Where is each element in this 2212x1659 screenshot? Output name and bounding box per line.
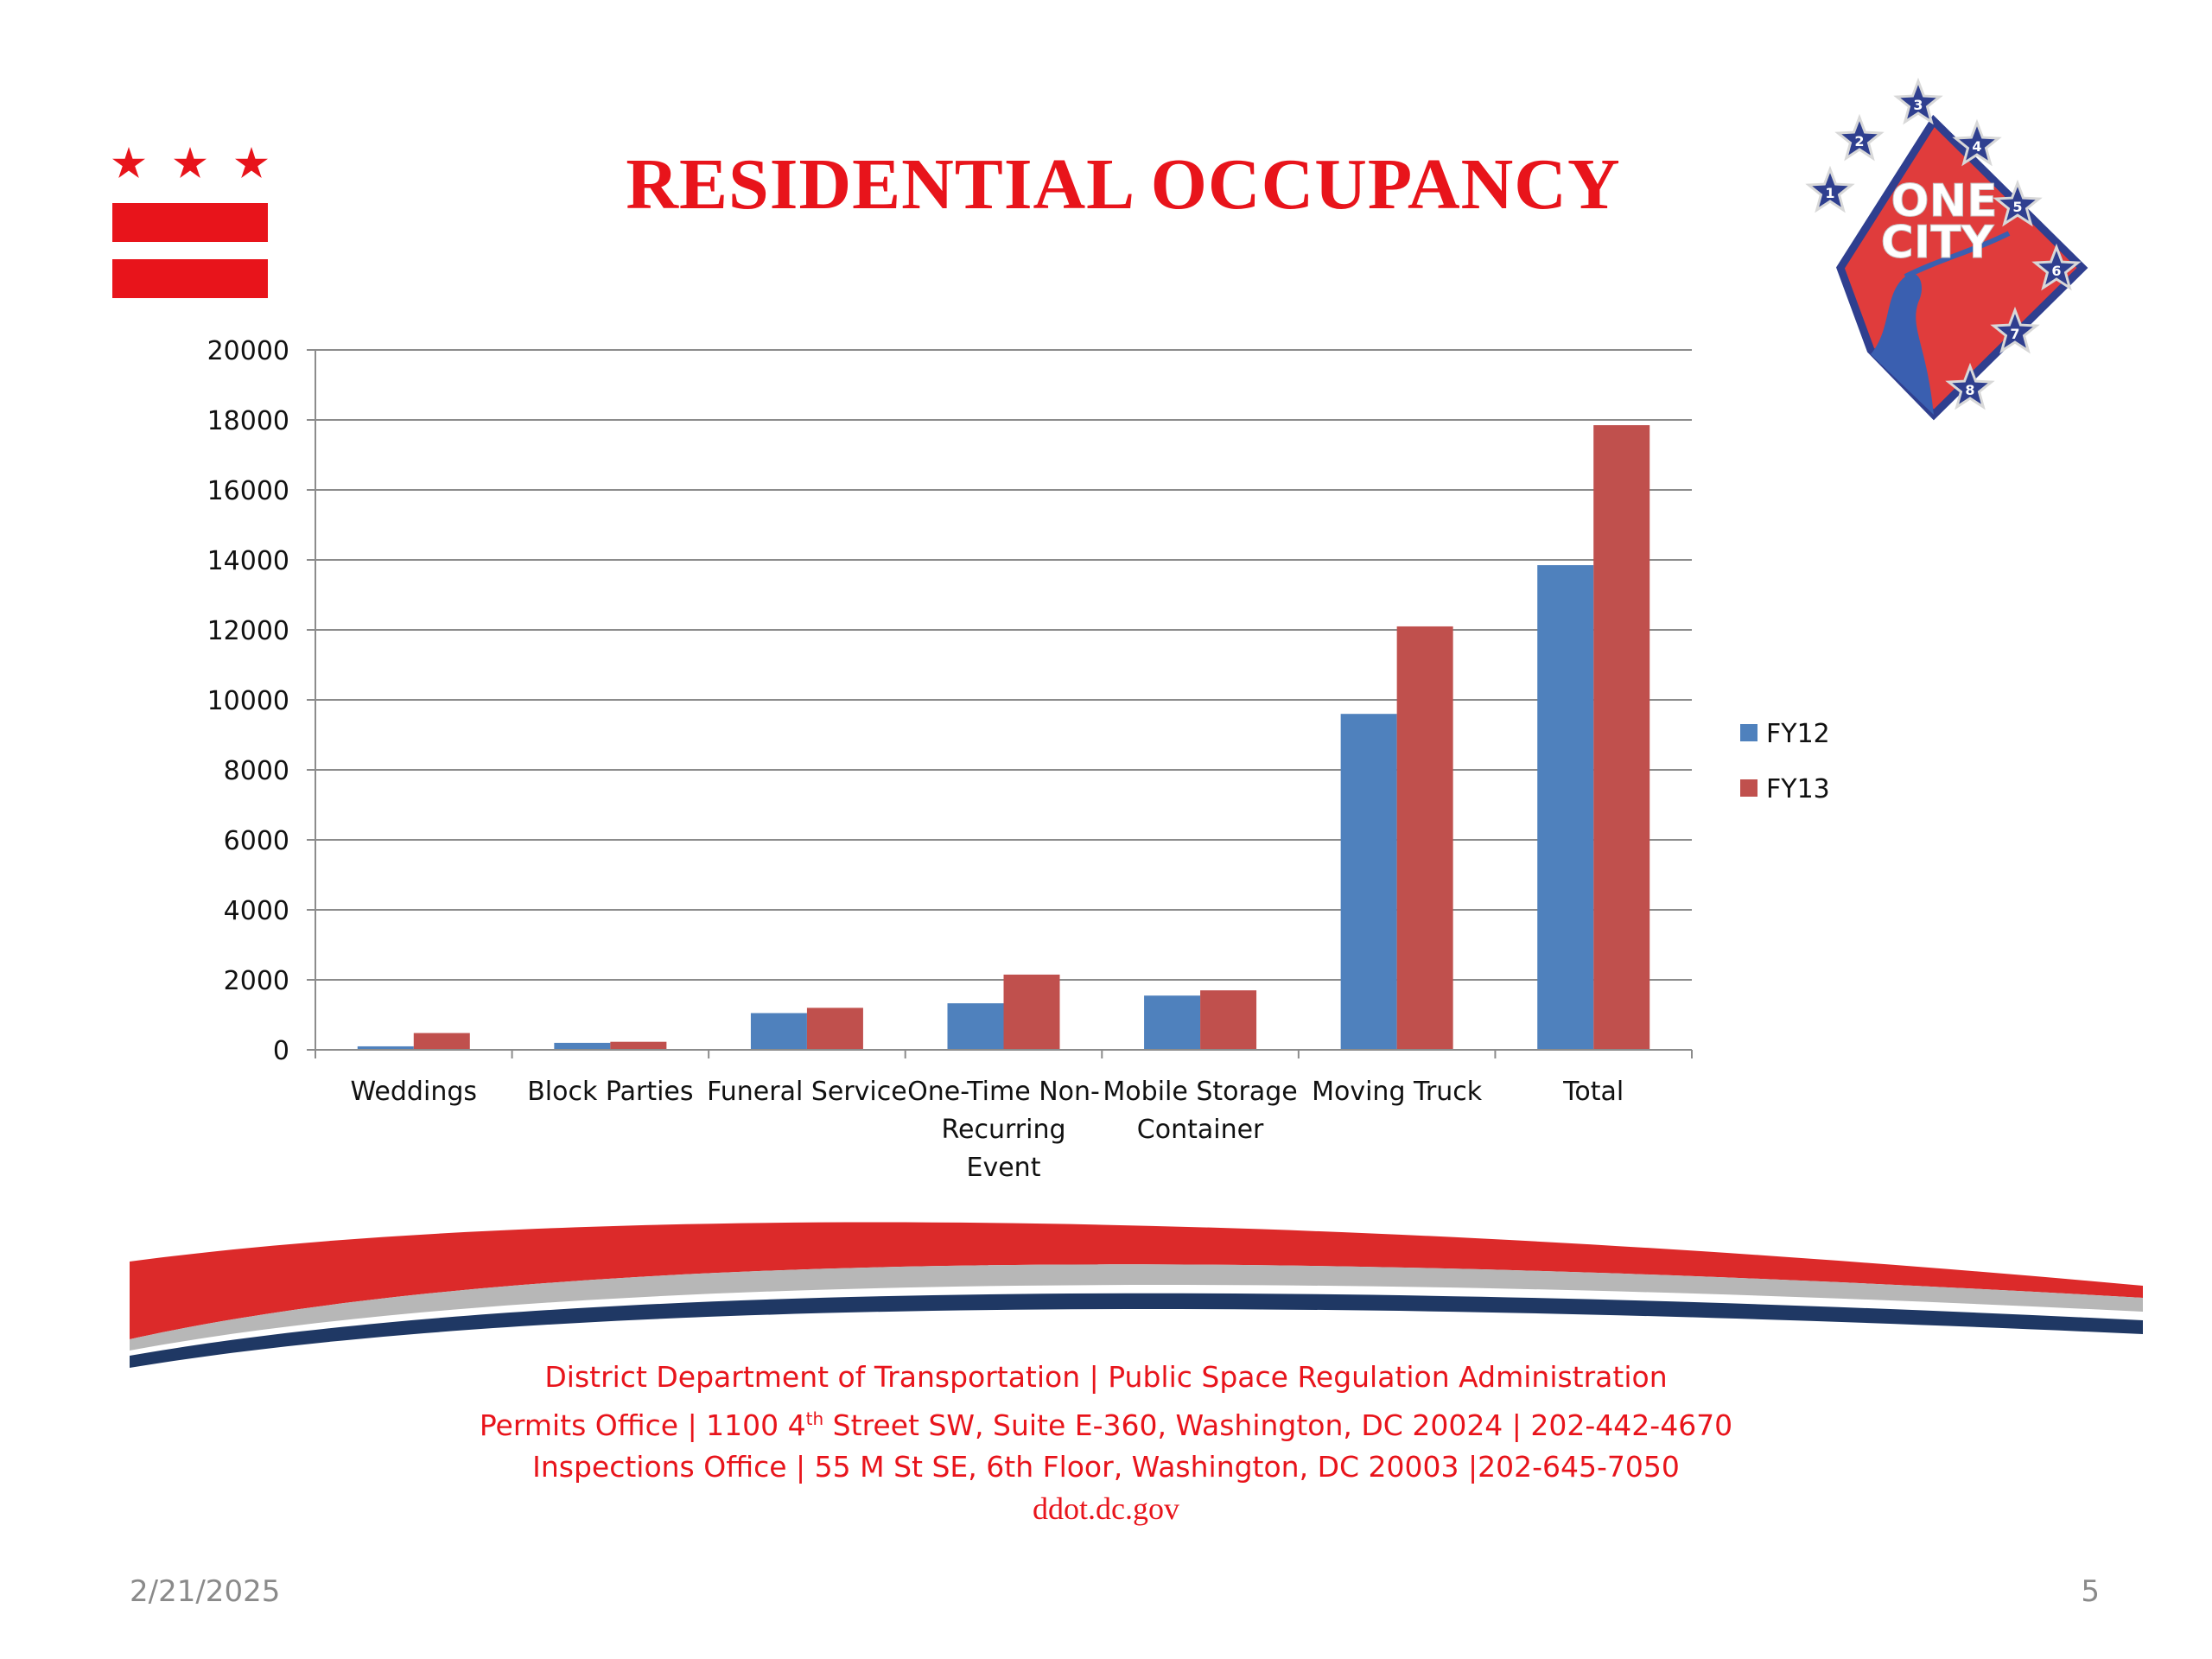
- x-category-label: Container: [1137, 1115, 1264, 1145]
- star-icon: [1805, 165, 1855, 213]
- bar-fy12: [947, 1003, 1004, 1050]
- logo-text-one: ONE: [1891, 175, 1997, 227]
- y-tick-label: 18000: [207, 406, 289, 436]
- bar-fy13: [1003, 974, 1060, 1050]
- star-icon: [1945, 362, 1995, 410]
- river-branch: [1904, 231, 2011, 279]
- footer-line-2: Permits Office | 1100 4th Street SW, Sui…: [0, 1398, 2212, 1446]
- one-city-logo: ONE CITY 1 2 3 4 5 6 7 8: [1805, 77, 2088, 421]
- footer-line-1: District Department of Transportation | …: [544, 1360, 1668, 1394]
- legend-swatch-fy13: [1740, 779, 1758, 797]
- flag-star-3: [235, 147, 268, 178]
- slide-date: 2/21/2025: [130, 1574, 281, 1609]
- footer-line-2-pre: Permits Office | 1100 4: [479, 1408, 806, 1442]
- bar-fy12: [357, 1046, 414, 1050]
- y-tick-label: 12000: [207, 616, 289, 646]
- star-number: 4: [1972, 138, 1981, 155]
- legend-swatch-fy12: [1740, 724, 1758, 741]
- x-category-label: Recurring: [942, 1115, 1066, 1145]
- dc-flag-logo: [112, 147, 268, 298]
- star-number: 8: [1965, 382, 1974, 398]
- flag-bar-1: [112, 203, 268, 242]
- bar-fy12: [1340, 714, 1397, 1050]
- y-tick-label: 16000: [207, 476, 289, 506]
- bar-fy12: [554, 1042, 611, 1050]
- logo-text-city: CITY: [1881, 217, 1995, 269]
- x-category-label: Event: [967, 1153, 1041, 1183]
- swoosh-gray: [130, 1264, 2143, 1351]
- legend: FY12 FY13: [1740, 719, 1830, 804]
- bar-fy12: [1144, 995, 1201, 1050]
- axes: [307, 349, 1693, 1058]
- star-icon: [1993, 179, 2043, 227]
- star-number: 5: [2012, 199, 2022, 215]
- star-icon: [1893, 77, 1943, 125]
- star-number: 1: [1825, 185, 1834, 201]
- star-icon: [2031, 243, 2082, 291]
- footer-line-2-sup: th: [805, 1408, 824, 1429]
- star-icon: [1990, 306, 2040, 354]
- swoosh-red: [130, 1222, 2143, 1339]
- bar-fy13: [1200, 990, 1257, 1050]
- flag-star-2: [174, 147, 207, 178]
- legend-label-fy12: FY12: [1766, 719, 1830, 749]
- footer-url[interactable]: ddot.dc.gov: [1033, 1491, 1179, 1526]
- legend-label-fy13: FY13: [1766, 774, 1830, 804]
- y-tick-label: 4000: [224, 896, 289, 926]
- gridlines: [315, 349, 1692, 981]
- axis-labels: 0 2000 4000 6000 8000 10000 12000 14000 16000 180…: [207, 336, 1624, 1183]
- y-tick-label: 0: [273, 1036, 289, 1066]
- x-category-label: Total: [1562, 1077, 1624, 1107]
- bar-fy13: [1396, 626, 1453, 1050]
- y-tick-label: 14000: [207, 546, 289, 576]
- slide-number: 5: [2081, 1574, 2100, 1609]
- bar-fy13: [610, 1041, 667, 1050]
- footer-line-2-post: Street SW, Suite E-360, Washington, DC 2…: [823, 1408, 1733, 1442]
- river-shape: [1871, 273, 1934, 415]
- bar-fy12: [1537, 565, 1594, 1050]
- bar-fy12: [750, 1013, 807, 1050]
- star-number: 7: [2010, 326, 2019, 342]
- star-number: 2: [1854, 133, 1864, 149]
- star-icon: [1952, 118, 2002, 167]
- star-number: 6: [2051, 263, 2061, 279]
- page-title: RESIDENTIAL OCCUPANCY: [626, 144, 1621, 225]
- star-icon: [1834, 113, 1885, 162]
- bar-fy13: [806, 1007, 863, 1050]
- x-category-label: One-Time Non-: [907, 1077, 1100, 1107]
- flag-star-1: [112, 147, 145, 178]
- y-tick-label: 20000: [207, 336, 289, 366]
- x-category-label: Block Parties: [527, 1077, 693, 1107]
- flag-bar-2: [112, 259, 268, 298]
- bars: [357, 425, 1650, 1050]
- footer-line-3: Inspections Office | 55 M St SE, 6th Flo…: [532, 1450, 1680, 1484]
- y-tick-label: 6000: [224, 826, 289, 856]
- y-tick-label: 10000: [207, 686, 289, 716]
- y-tick-label: 8000: [224, 756, 289, 786]
- x-category-label: Weddings: [351, 1077, 477, 1107]
- bar-fy13: [413, 1033, 470, 1050]
- x-category-label: Mobile Storage: [1103, 1077, 1297, 1107]
- bar-fy13: [1593, 425, 1650, 1050]
- x-category-label: Moving Truck: [1312, 1077, 1483, 1107]
- swoosh-navy: [130, 1293, 2143, 1368]
- y-tick-label: 2000: [224, 966, 289, 996]
- footer-contact: District Department of Transportation | …: [0, 1357, 2212, 1529]
- decorative-swoosh: [130, 1222, 2143, 1368]
- star-number: 3: [1913, 97, 1923, 113]
- x-category-label: Funeral Service: [707, 1077, 907, 1107]
